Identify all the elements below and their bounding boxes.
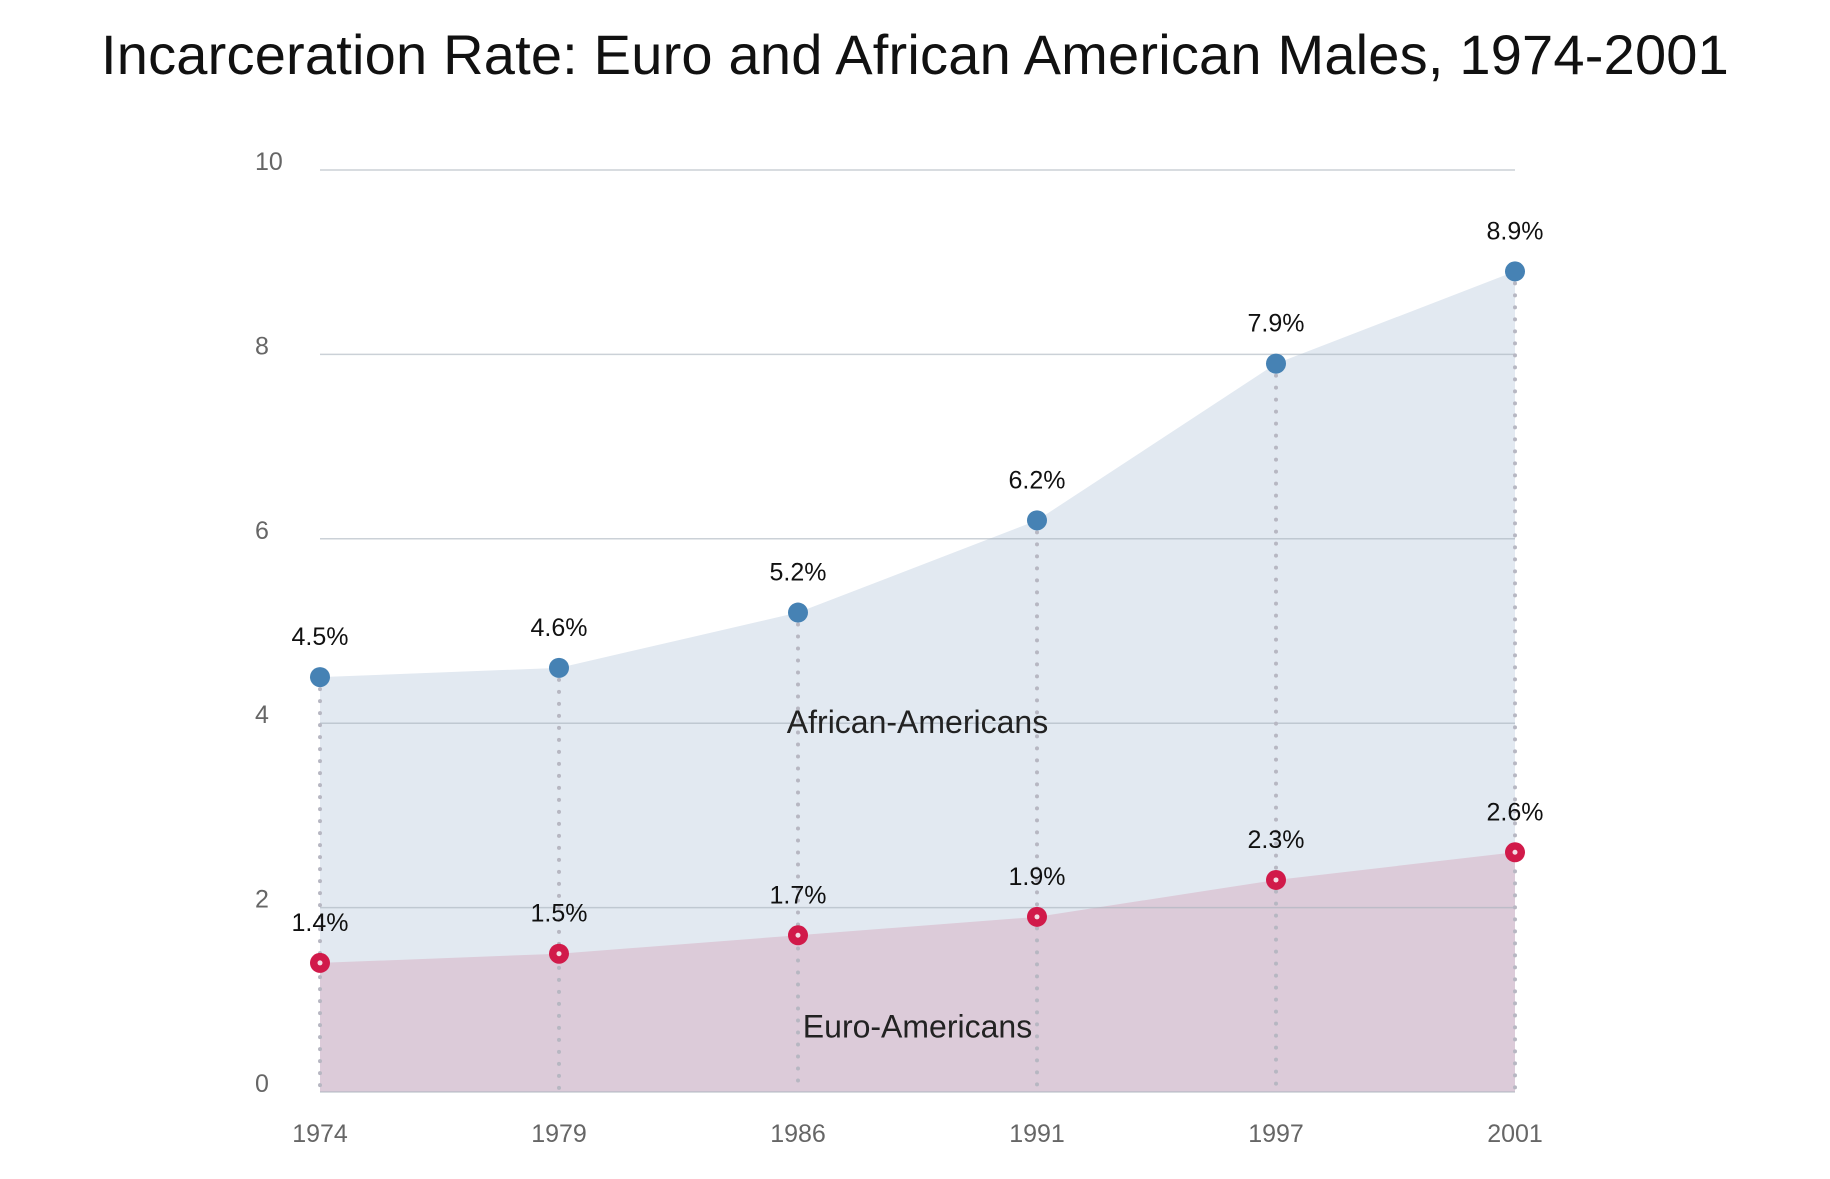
data-point-center	[317, 960, 323, 966]
data-point	[1505, 261, 1525, 282]
gridlines	[320, 169, 1515, 1093]
series-labels: African-Americans Euro-Americans	[787, 704, 1048, 1044]
data-point	[549, 657, 569, 678]
data-point-center	[1512, 849, 1518, 855]
data-label: 1.7%	[770, 881, 827, 909]
data-point	[310, 667, 330, 688]
data-points	[310, 261, 1525, 973]
y-tick-label: 0	[255, 1070, 269, 1098]
data-label: 1.4%	[292, 909, 349, 937]
data-point-center	[556, 951, 562, 957]
y-tick-label: 10	[255, 148, 283, 176]
x-tick-label: 1974	[292, 1120, 348, 1148]
x-tick-label: 2001	[1487, 1120, 1543, 1148]
data-label: 1.9%	[1009, 863, 1066, 891]
x-tick-label: 1979	[531, 1120, 587, 1148]
data-label: 7.9%	[1248, 310, 1305, 338]
series-label: Euro-Americans	[803, 1008, 1032, 1044]
x-tick-label: 1991	[1009, 1120, 1065, 1148]
drop-lines	[318, 269, 1517, 1094]
data-label: 6.2%	[1009, 466, 1066, 494]
y-tick-label: 6	[255, 517, 269, 545]
data-label: 5.2%	[770, 559, 827, 587]
data-point-center	[1034, 914, 1040, 920]
data-labels: 4.5% 4.6% 5.2% 6.2% 7.9% 8.9% 1.4% 1.5% 1.7% 1.9%…	[292, 217, 1544, 937]
x-tick-label: 1986	[770, 1120, 826, 1148]
data-label: 4.5%	[292, 623, 349, 651]
x-tick-label: 1997	[1248, 1120, 1304, 1148]
data-point	[788, 602, 808, 623]
data-label: 4.6%	[531, 614, 588, 642]
data-label: 1.5%	[531, 900, 588, 928]
y-tick-label: 4	[255, 701, 269, 729]
series-label: African-Americans	[787, 704, 1048, 740]
data-point-center	[795, 932, 801, 938]
y-axis: 0 2 4 6 8 10	[255, 148, 283, 1098]
chart-title: Incarceration Rate: Euro and African Ame…	[101, 23, 1729, 86]
y-tick-label: 8	[255, 332, 269, 360]
data-point	[1266, 353, 1286, 374]
data-label: 8.9%	[1487, 217, 1544, 245]
y-tick-label: 2	[255, 886, 269, 914]
data-point-center	[1273, 877, 1279, 883]
x-axis: 1974 1979 1986 1991 1997 2001	[292, 1120, 1543, 1148]
data-point	[1027, 510, 1047, 531]
data-label: 2.3%	[1248, 826, 1305, 854]
area-euro-americans	[320, 852, 1515, 1092]
area-african-americans	[320, 271, 1515, 1092]
area-layer	[320, 271, 1515, 1092]
data-label: 2.6%	[1487, 798, 1544, 826]
